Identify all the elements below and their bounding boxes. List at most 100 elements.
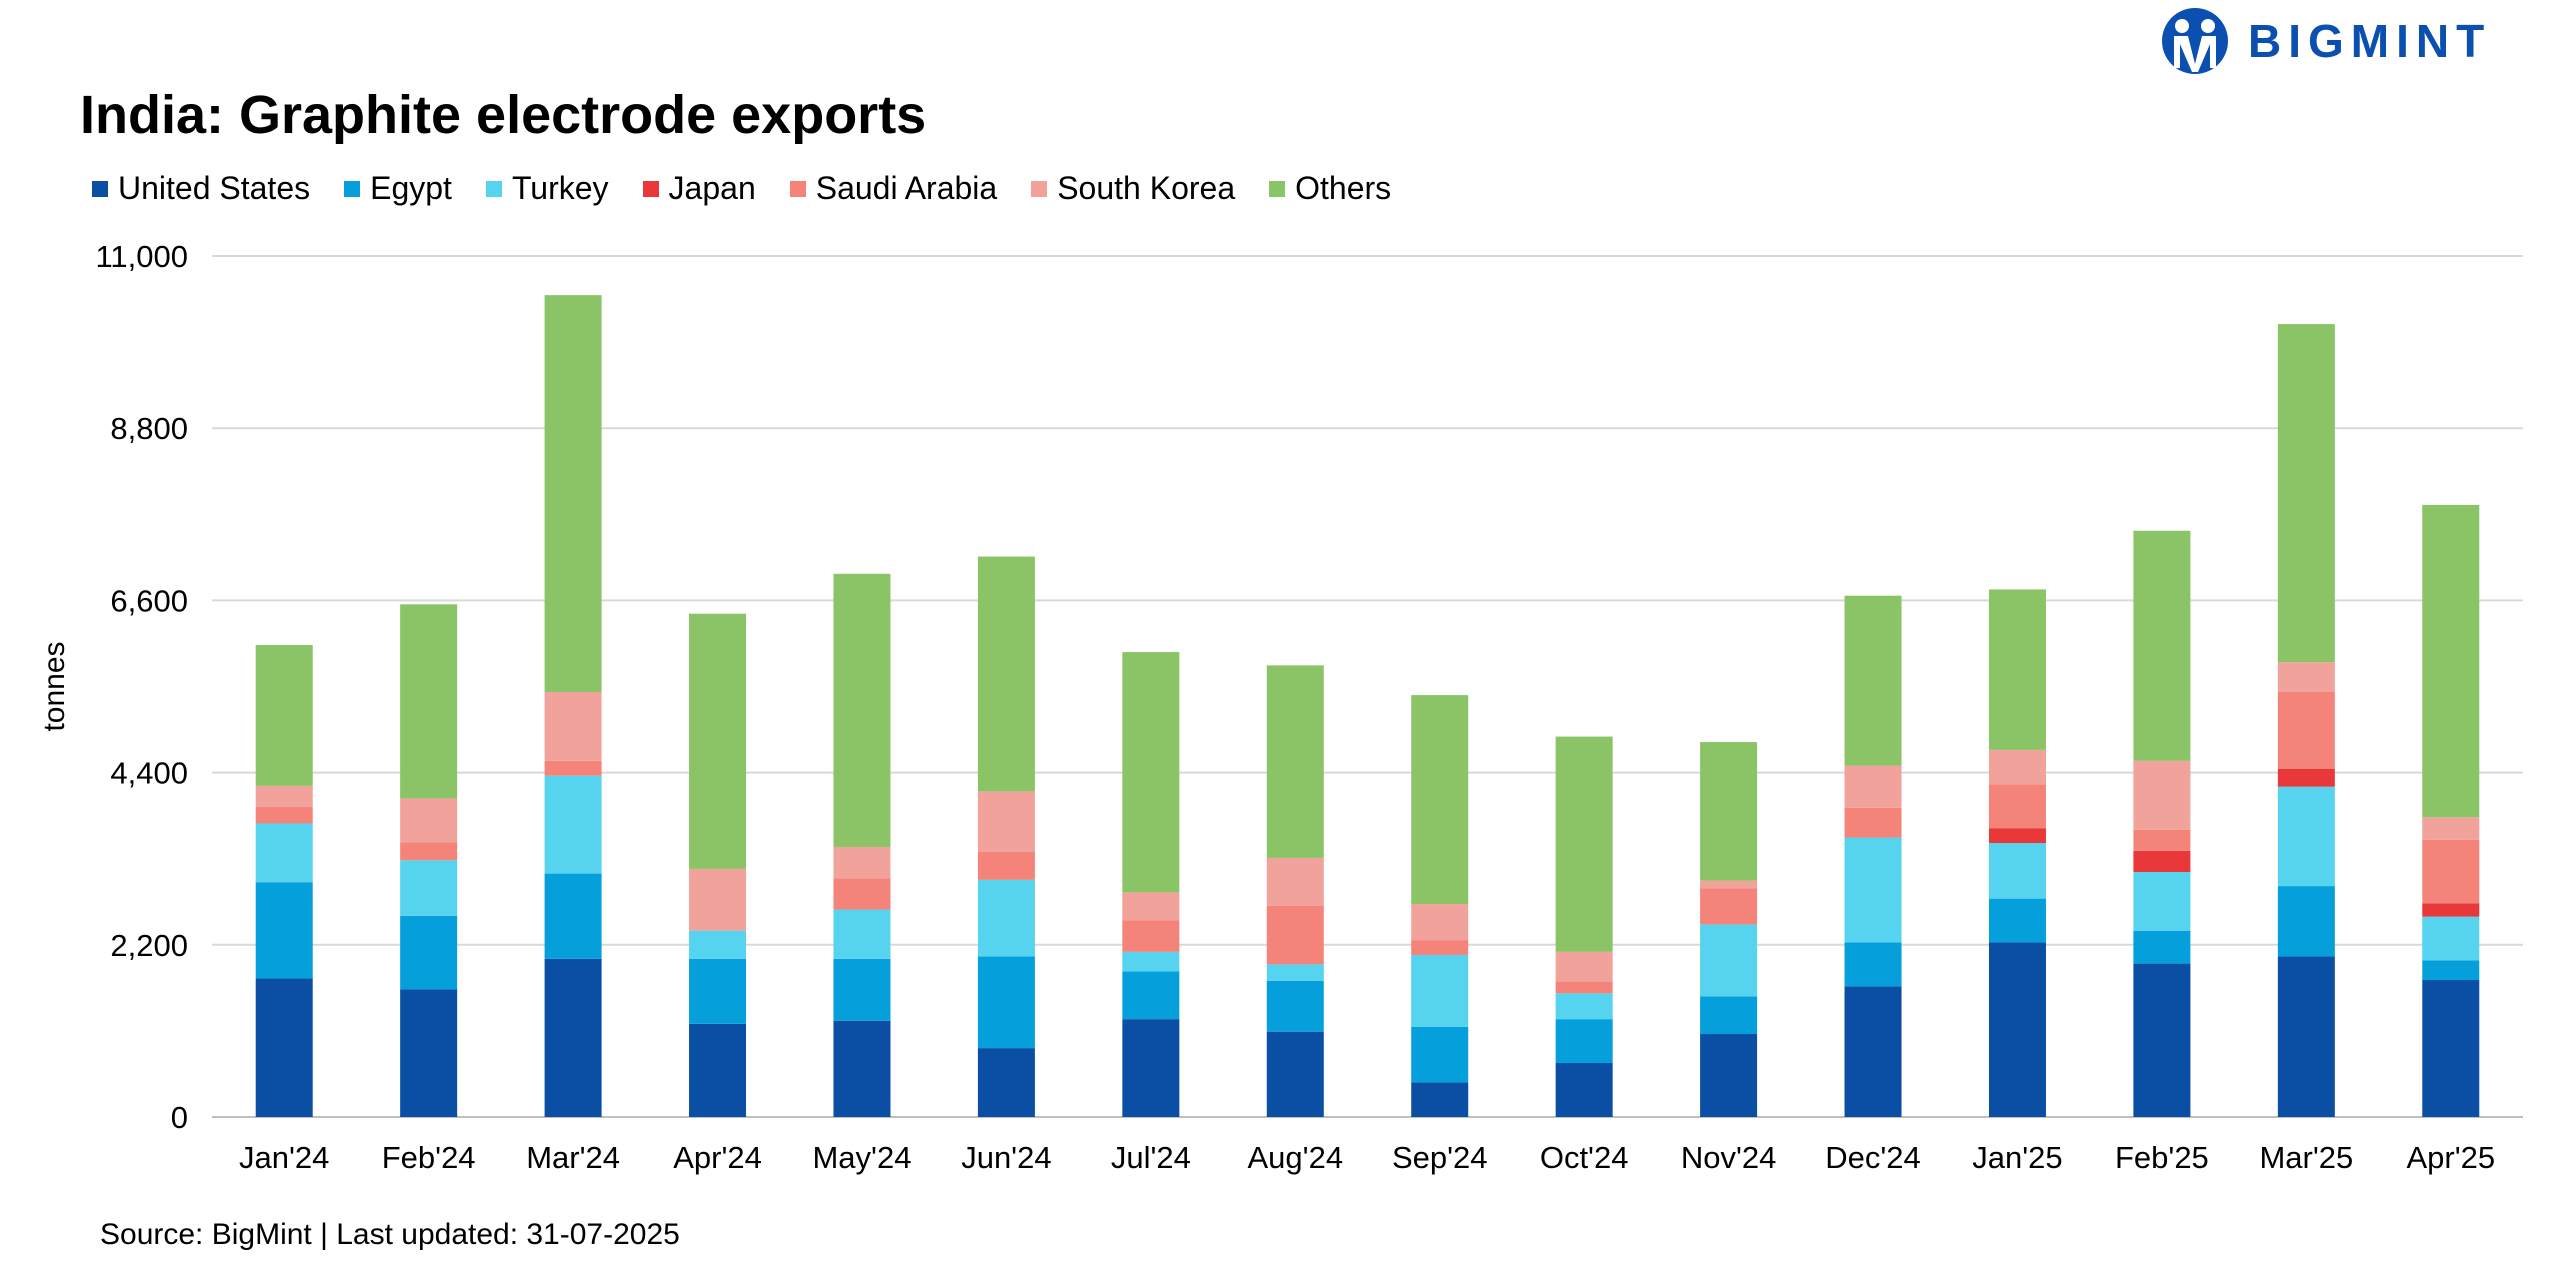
bar-segment-south-korea bbox=[1411, 904, 1469, 941]
bar-segment-saudi-arabia bbox=[255, 807, 313, 824]
legend-swatch bbox=[344, 180, 361, 197]
bar-segment-others bbox=[1122, 652, 1180, 893]
bar-segment-saudi-arabia bbox=[1988, 784, 2046, 829]
bar-segment-others bbox=[833, 573, 891, 847]
x-tick-label: Mar'24 bbox=[526, 1140, 620, 1175]
bar-segment-egypt bbox=[1122, 971, 1180, 1020]
bar-segment-others bbox=[1700, 742, 1758, 881]
bar-segment-turkey bbox=[977, 879, 1035, 957]
y-tick-label: 6,600 bbox=[110, 583, 188, 618]
bar-segment-south-korea bbox=[2422, 817, 2480, 840]
legend-label: United States bbox=[118, 170, 311, 206]
legend-label: Saudi Arabia bbox=[815, 170, 998, 206]
legend-item: Others bbox=[1269, 170, 1391, 207]
legend-label: Turkey bbox=[511, 170, 609, 206]
bar-segment-united-states bbox=[1555, 1062, 1613, 1117]
bar-segment-others bbox=[689, 613, 747, 869]
bar-segment-south-korea bbox=[2277, 662, 2335, 692]
x-tick-label: Feb'24 bbox=[382, 1140, 476, 1175]
x-tick-label: May'24 bbox=[812, 1140, 911, 1175]
legend: United States Egypt Turkey Japan Saudi Arabi… bbox=[92, 170, 1391, 207]
bar-segment-united-states bbox=[1700, 1034, 1758, 1117]
legend-swatch bbox=[642, 180, 659, 197]
bar-segment-turkey bbox=[689, 930, 747, 959]
bar-segment-japan bbox=[2133, 850, 2191, 873]
bar-segment-others bbox=[2133, 530, 2191, 761]
bar-segment-saudi-arabia bbox=[1700, 888, 1758, 925]
bar-segment-united-states bbox=[2422, 980, 2480, 1117]
legend-item: Egypt bbox=[344, 170, 452, 207]
bar-segment-united-states bbox=[689, 1023, 747, 1117]
bar-segment-united-states bbox=[977, 1048, 1035, 1117]
bar-segment-egypt bbox=[400, 915, 458, 990]
bar-segment-egypt bbox=[544, 873, 602, 959]
bar-segment-others bbox=[2277, 324, 2335, 663]
bar-segment-turkey bbox=[2277, 786, 2335, 887]
bar-segment-saudi-arabia bbox=[2133, 829, 2191, 851]
bar-segment-south-korea bbox=[689, 868, 747, 931]
bar-segment-saudi-arabia bbox=[400, 842, 458, 861]
y-tick-label: 11,000 bbox=[95, 239, 188, 274]
x-tick-label: Aug'24 bbox=[1248, 1140, 1344, 1175]
bar-segment-japan bbox=[2422, 903, 2480, 917]
bar-segment-saudi-arabia bbox=[1411, 940, 1469, 955]
bar-segment-saudi-arabia bbox=[833, 878, 891, 910]
bigmint-logo: BIGMINT bbox=[2160, 6, 2491, 76]
bar-segment-others bbox=[544, 295, 602, 692]
bar-segment-others bbox=[1988, 589, 2046, 750]
bar-segment-turkey bbox=[1411, 954, 1469, 1027]
bar-segment-egypt bbox=[1266, 980, 1324, 1032]
x-tick-label: Jul'24 bbox=[1111, 1140, 1191, 1175]
bar-segment-egypt bbox=[1700, 996, 1758, 1035]
x-tick-label: Oct'24 bbox=[1540, 1140, 1629, 1175]
bar-segment-south-korea bbox=[1988, 749, 2046, 785]
logo-icon bbox=[2162, 8, 2228, 74]
bar-segment-south-korea bbox=[1122, 892, 1180, 921]
legend-label: South Korea bbox=[1057, 170, 1236, 206]
bar-segment-egypt bbox=[255, 882, 313, 979]
bar-segment-egypt bbox=[2277, 886, 2335, 957]
source-note: Source: BigMint | Last updated: 31-07-20… bbox=[100, 1218, 680, 1251]
logo-text: BIGMINT bbox=[2248, 15, 2492, 67]
bar-segment-turkey bbox=[400, 860, 458, 916]
bar-segment-turkey bbox=[1122, 951, 1180, 972]
bar-segment-south-korea bbox=[1555, 951, 1613, 982]
bar-segment-south-korea bbox=[977, 791, 1035, 852]
bar-segment-south-korea bbox=[2133, 760, 2191, 830]
y-tick-label: 0 bbox=[171, 1100, 188, 1135]
bar-segment-south-korea bbox=[1844, 765, 1902, 808]
bar-segment-saudi-arabia bbox=[544, 760, 602, 776]
bar-segment-united-states bbox=[1411, 1082, 1469, 1117]
bar-segment-turkey bbox=[1700, 924, 1758, 997]
bar-segment-saudi-arabia bbox=[2422, 839, 2480, 904]
x-tick-label: Sep'24 bbox=[1392, 1140, 1488, 1175]
bar-segment-japan bbox=[1988, 828, 2046, 844]
chart-title: India: Graphite electrode exports bbox=[80, 85, 927, 145]
x-tick-label: Feb'25 bbox=[2115, 1140, 2209, 1175]
x-tick-label: Apr'25 bbox=[2406, 1140, 2495, 1175]
x-tick-label: Jan'24 bbox=[239, 1140, 329, 1175]
bar-segment-egypt bbox=[1844, 942, 1902, 987]
bar-segment-saudi-arabia bbox=[1555, 981, 1613, 994]
bar-segment-united-states bbox=[255, 978, 313, 1117]
legend-swatch bbox=[485, 180, 502, 197]
bar-segment-turkey bbox=[1988, 843, 2046, 899]
bar-segment-others bbox=[2422, 504, 2480, 818]
bar-segment-others bbox=[977, 556, 1035, 792]
legend-item: Saudi Arabia bbox=[789, 170, 998, 207]
bar-segment-egypt bbox=[1411, 1026, 1469, 1083]
bar-segment-egypt bbox=[977, 956, 1035, 1049]
bar-segment-turkey bbox=[1555, 993, 1613, 1020]
legend-label: Japan bbox=[668, 170, 756, 206]
bar-segment-others bbox=[1555, 736, 1613, 952]
bar-segment-turkey bbox=[544, 775, 602, 874]
bar-segment-turkey bbox=[255, 823, 313, 883]
bar-segment-turkey bbox=[1266, 964, 1324, 981]
legend-label: Others bbox=[1295, 170, 1392, 206]
bar-segment-united-states bbox=[1266, 1031, 1324, 1117]
bar-segment-turkey bbox=[1844, 837, 1902, 943]
x-tick-label: Mar'25 bbox=[2259, 1140, 2353, 1175]
legend-swatch bbox=[1269, 180, 1286, 197]
legend-swatch bbox=[92, 180, 108, 197]
bar-segment-saudi-arabia bbox=[1122, 920, 1180, 952]
